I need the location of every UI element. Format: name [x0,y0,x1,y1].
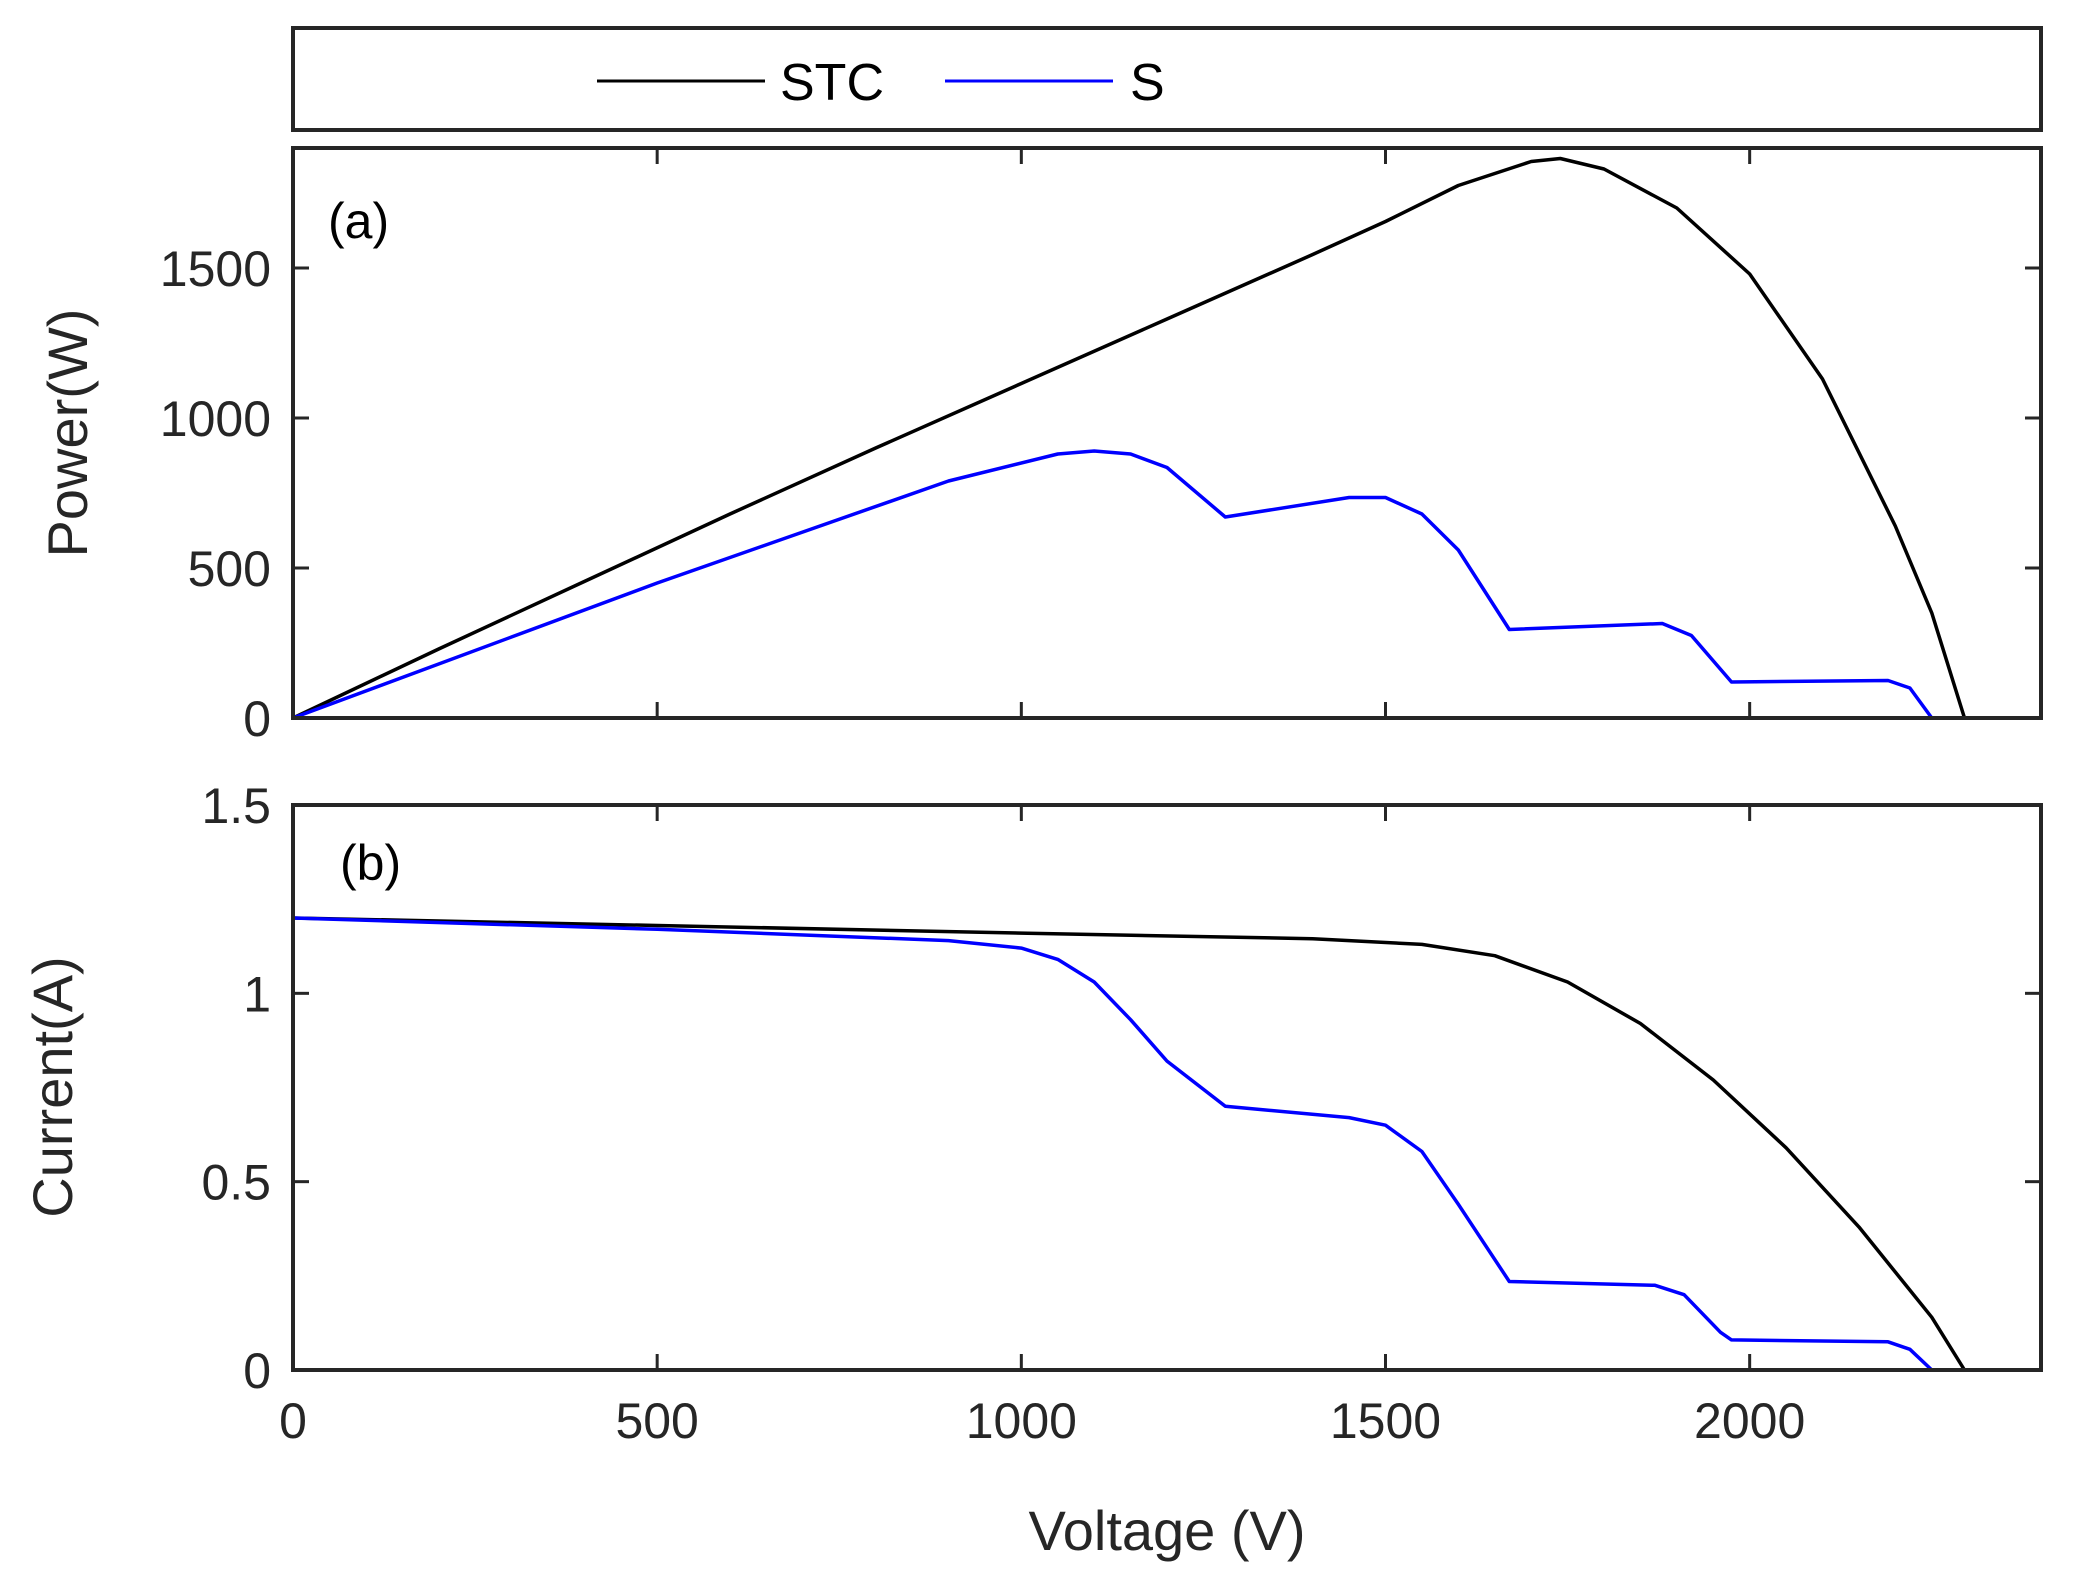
panel-b-ticks: 0 500 1000 1500 2000 0 0.5 1 1.5 [201,778,2041,1449]
y-tick-label: 0.5 [201,1155,271,1211]
x-tick-label: 500 [615,1393,698,1449]
legend-label-stc: STC [780,54,884,112]
legend-label-s: S [1130,54,1165,112]
panel-b-y-axis-title: Current(A) [21,956,84,1217]
legend-box [291,26,2043,132]
x-tick-label: 0 [279,1393,307,1449]
panel-a-frame [291,146,2043,720]
series-line-s [291,449,1934,720]
y-tick-label: 0 [243,691,271,747]
panel-a-label: (a) [328,193,389,249]
panel-b-curves [291,916,1967,1372]
legend: STC S [291,26,2043,132]
panel-a-power: 0 500 1000 1500 (a) Power(W) [36,146,2043,747]
panel-a-ticks: 0 500 1000 1500 [160,148,2041,747]
x-axis-title: Voltage (V) [1028,1499,1305,1562]
panel-a-curves [291,156,1967,720]
x-tick-label: 2000 [1694,1393,1805,1449]
y-tick-label: 1500 [160,241,271,297]
panel-a-background [293,148,2041,718]
y-tick-label: 1000 [160,391,271,447]
panel-a-y-axis-title: Power(W) [36,309,99,558]
series-line-stc [291,156,1967,720]
series-line-stc [291,916,1967,1372]
panel-b-frame [291,803,2043,1372]
y-tick-label: 500 [188,541,271,597]
y-tick-label: 1.5 [201,778,271,834]
series-line-s [291,916,1934,1372]
x-tick-label: 1000 [966,1393,1077,1449]
y-tick-label: 0 [243,1343,271,1399]
panel-b-label: (b) [340,835,401,891]
panel-b-background [293,805,2041,1370]
x-tick-label: 1500 [1330,1393,1441,1449]
y-tick-label: 1 [243,966,271,1022]
